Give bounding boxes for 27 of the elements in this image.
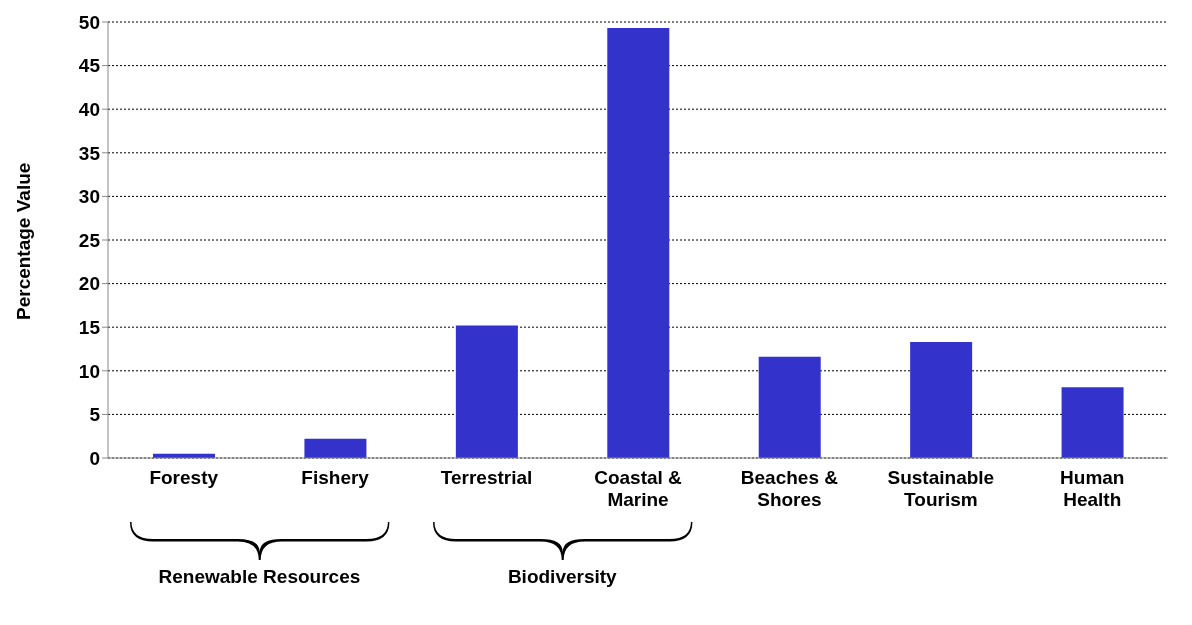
text: Renewable Resources <box>157 566 362 588</box>
bar <box>304 438 367 458</box>
x-tick-label: Terrestrial <box>440 467 533 488</box>
y-tick-label: 25 <box>78 229 101 251</box>
y-tick-label: 15 <box>78 316 101 338</box>
y-tick-label: 35 <box>78 142 101 164</box>
x-tick-label: Coastal & Marine <box>594 467 683 510</box>
y-axis-title: Percentage Value <box>12 162 34 320</box>
y-tick-label: 40 <box>78 98 100 120</box>
bar <box>1061 387 1124 458</box>
y-tick-label: 20 <box>78 273 100 295</box>
x-tick-label: Foresty <box>149 467 219 488</box>
y-tick-label: 45 <box>78 55 101 77</box>
x-tick-label: Beaches & Shores <box>740 467 839 510</box>
bar <box>455 325 518 458</box>
y-tick-label: 0 <box>89 447 100 469</box>
bar <box>758 356 821 458</box>
y-tick-label: 10 <box>78 360 100 382</box>
bar <box>910 342 973 458</box>
y-tick-label: 30 <box>78 186 100 208</box>
x-tick-label: Sustainable Tourism <box>887 467 995 510</box>
y-tick-label: 50 <box>78 11 100 33</box>
text: Biodiversity <box>506 566 618 588</box>
x-tick-label: Fishery <box>301 467 370 488</box>
y-tick-label: 5 <box>89 404 101 426</box>
bar <box>607 28 670 458</box>
x-tick-label: Human Health <box>1060 467 1125 510</box>
